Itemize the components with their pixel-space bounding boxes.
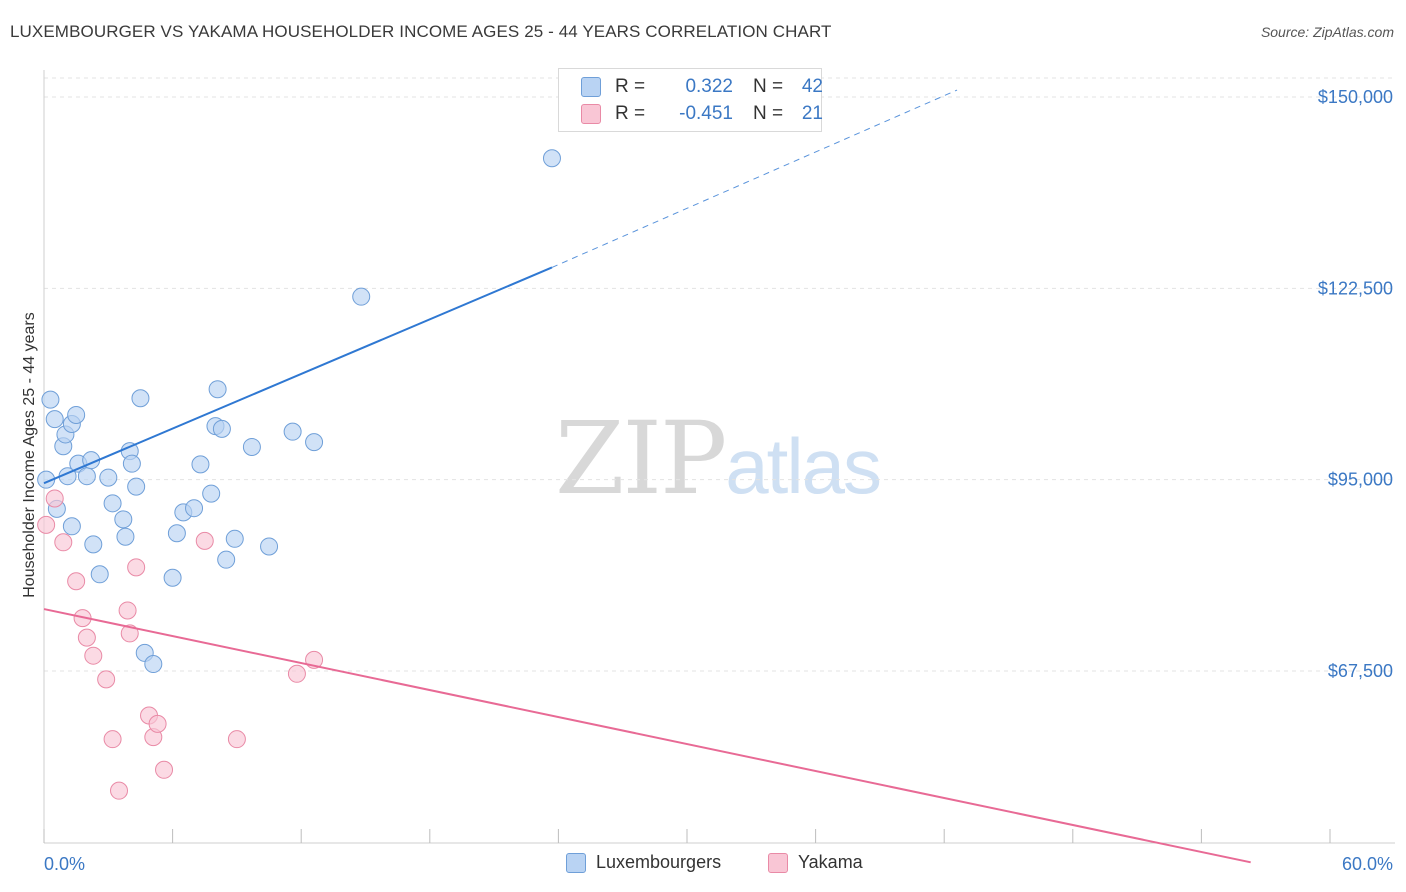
point-luxembourgers (283, 422, 302, 441)
legend-swatch-luxembourgers (566, 852, 586, 873)
point-luxembourgers (202, 484, 221, 503)
legend-r-value: -0.451 (679, 103, 733, 124)
y-tick-label: $67,500 (1328, 661, 1393, 681)
point-luxembourgers (212, 419, 231, 438)
legend-label-yakama: Yakama (798, 852, 863, 872)
point-yakama (195, 531, 214, 550)
y-tick-label: $150,000 (1318, 87, 1393, 107)
point-luxembourgers (191, 455, 210, 474)
x-tick-label: 60.0% (1342, 854, 1393, 874)
legend-label-luxembourgers: Luxembourgers (596, 852, 722, 872)
legend-swatch-yakama (581, 104, 601, 124)
point-luxembourgers (116, 527, 135, 546)
point-luxembourgers (208, 380, 227, 399)
point-luxembourgers (242, 437, 261, 456)
point-luxembourgers (90, 565, 109, 584)
point-yakama (45, 489, 64, 508)
point-yakama (227, 730, 246, 749)
y-tick-label: $122,500 (1318, 278, 1393, 298)
legend-row-yakama: R = -0.451 N = 21 (581, 102, 823, 126)
point-luxembourgers (260, 537, 279, 556)
point-luxembourgers (41, 390, 60, 409)
trendline-yakama (43, 608, 1251, 864)
chart-title: LUXEMBOURGER VS YAKAMA HOUSEHOLDER INCOM… (10, 22, 832, 41)
legend-item-luxembourgers: Luxembourgers (566, 852, 721, 873)
legend-n-value: 42 (801, 76, 823, 97)
point-luxembourgers (77, 467, 96, 486)
x-tick-label: 0.0% (44, 854, 85, 874)
trendline-luxembourgers (43, 266, 553, 485)
legend-swatch-yakama (768, 852, 788, 873)
point-luxembourgers (122, 454, 141, 473)
point-luxembourgers (167, 524, 186, 543)
legend-n-label: N = (753, 103, 784, 124)
point-yakama (118, 601, 137, 620)
point-luxembourgers (185, 499, 204, 518)
point-yakama (127, 558, 146, 577)
correlation-legend: R = 0.322 N = 42 R = -0.451 N = 21 (558, 68, 823, 132)
legend-n-value: 21 (801, 103, 823, 124)
point-luxembourgers (217, 550, 236, 569)
point-luxembourgers (62, 517, 81, 536)
point-yakama (287, 664, 306, 683)
point-luxembourgers (45, 410, 64, 429)
point-luxembourgers (305, 433, 324, 452)
point-yakama (110, 781, 129, 800)
point-luxembourgers (352, 287, 371, 306)
legend-r-label: R = (615, 76, 646, 97)
legend-swatch-luxembourgers (581, 77, 601, 97)
point-luxembourgers (84, 535, 103, 554)
legend-r-value: 0.322 (685, 76, 733, 97)
legend-item-yakama: Yakama (768, 852, 863, 873)
legend-n-label: N = (753, 76, 784, 97)
series-legend: Luxembourgers Yakama (0, 852, 1406, 878)
point-luxembourgers (131, 389, 150, 408)
legend-row-luxembourgers: R = 0.322 N = 42 (581, 75, 823, 99)
point-luxembourgers (114, 510, 133, 529)
legend-r-label: R = (615, 103, 646, 124)
y-tick-label: $95,000 (1328, 470, 1393, 490)
point-yakama (84, 646, 103, 665)
point-yakama (54, 533, 73, 552)
point-luxembourgers (225, 529, 244, 548)
point-yakama (148, 714, 167, 733)
point-yakama (97, 670, 116, 689)
point-luxembourgers (67, 405, 86, 424)
point-luxembourgers (163, 568, 182, 587)
point-luxembourgers (99, 468, 118, 487)
point-yakama (37, 515, 56, 534)
source-label: Source: ZipAtlas.com (1260, 24, 1394, 40)
point-luxembourgers (144, 655, 163, 674)
point-yakama (120, 624, 139, 643)
point-yakama (67, 572, 86, 591)
point-luxembourgers (127, 477, 146, 496)
trendline-extension-luxembourgers (551, 89, 958, 268)
point-yakama (103, 730, 122, 749)
point-luxembourgers (542, 149, 561, 168)
point-yakama (77, 628, 96, 647)
point-luxembourgers (103, 494, 122, 513)
point-yakama (155, 760, 174, 779)
